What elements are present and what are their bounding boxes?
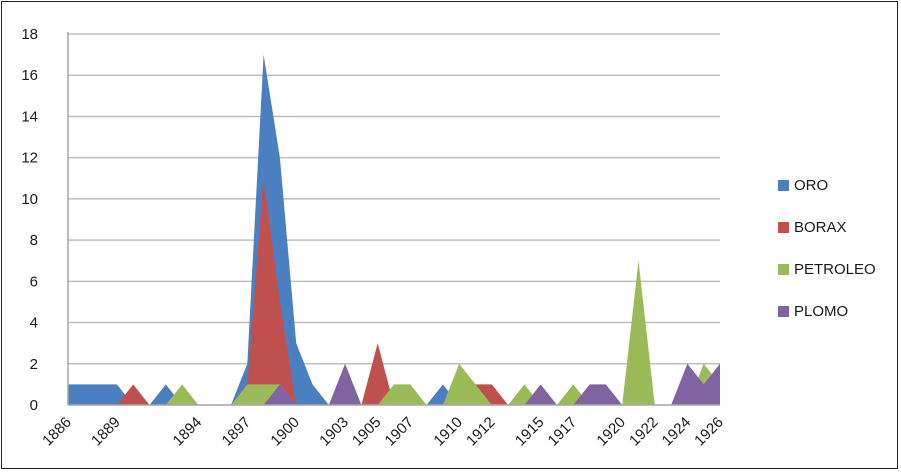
y-tick-label: 2 xyxy=(30,356,38,373)
legend-label-borax: BORAX xyxy=(794,219,847,236)
x-tick-label: 1910 xyxy=(430,414,466,450)
x-tick-label: 1905 xyxy=(349,414,385,450)
x-tick-label: 1917 xyxy=(545,414,581,450)
x-tick-label: 1920 xyxy=(593,414,629,450)
x-tick-label: 1926 xyxy=(691,414,727,450)
y-tick-label: 8 xyxy=(30,232,38,249)
x-tick-label: 1924 xyxy=(659,414,695,450)
series-area-borax xyxy=(68,178,720,405)
series-areas xyxy=(68,54,720,406)
legend-swatch-borax xyxy=(778,222,789,233)
legend-label-petroleo: PETROLEO xyxy=(794,261,876,278)
x-tick-label: 1915 xyxy=(512,414,548,450)
legend-swatch-oro xyxy=(778,180,789,191)
x-tick-label: 1900 xyxy=(267,414,303,450)
x-tick-label: 1907 xyxy=(382,414,418,450)
y-tick-label: 14 xyxy=(21,108,38,125)
y-tick-label: 6 xyxy=(30,273,38,290)
series-area-oro xyxy=(68,54,720,406)
y-axis-tick-labels: 0 2 4 6 8 10 12 14 16 18 xyxy=(21,26,38,414)
x-tick-label: 1894 xyxy=(170,414,206,450)
legend-swatch-petroleo xyxy=(778,264,789,275)
x-tick-label: 1912 xyxy=(463,414,499,450)
y-tick-label: 12 xyxy=(21,150,38,167)
x-tick-label: 1886 xyxy=(39,414,75,450)
gridlines xyxy=(68,33,720,365)
x-tick-label: 1922 xyxy=(626,414,662,450)
x-tick-label: 1889 xyxy=(88,414,124,450)
axes xyxy=(67,32,720,406)
y-tick-label: 10 xyxy=(21,191,38,208)
y-tick-label: 0 xyxy=(30,397,38,414)
y-tick-label: 4 xyxy=(30,315,38,332)
y-tick-label: 18 xyxy=(21,26,38,43)
legend-label-plomo: PLOMO xyxy=(794,303,848,320)
legend-swatch-plomo xyxy=(778,306,789,317)
x-tick-label: 1903 xyxy=(316,414,352,450)
x-tick-label: 1897 xyxy=(219,414,255,450)
legend: ORO BORAX PETROLEO PLOMO xyxy=(778,177,876,320)
legend-label-oro: ORO xyxy=(794,177,828,194)
series-area-plomo xyxy=(68,363,720,405)
series-area-petroleo xyxy=(68,260,720,405)
y-tick-label: 16 xyxy=(21,67,38,84)
